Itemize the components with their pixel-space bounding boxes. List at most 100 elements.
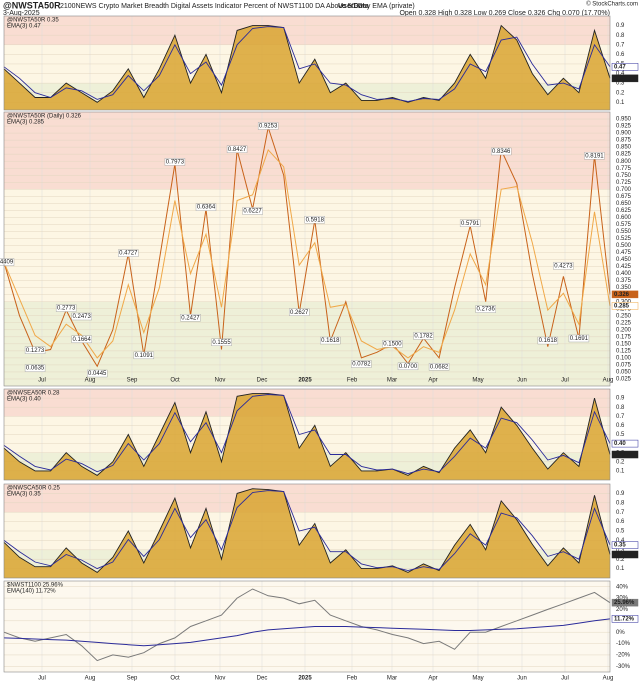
x-tick-label: Jun	[517, 378, 527, 384]
panel-border	[3, 483, 611, 579]
end-label: 0.47	[614, 64, 626, 70]
legend-entry: @NWSTA50R (Daily) 0.326	[7, 114, 82, 120]
annotation: 0.8191	[585, 153, 604, 159]
end-label-bg	[611, 439, 639, 448]
y-tick-label: -10%	[616, 641, 631, 647]
annotation-box	[413, 332, 434, 340]
y-tick-label: 0.475	[616, 250, 632, 256]
x-tick-label: 2025	[298, 676, 312, 682]
y-tick-label: 0.375	[616, 278, 632, 284]
annotation-box	[55, 304, 77, 312]
y-tick-label: 0.425	[616, 264, 632, 270]
zone-high	[4, 484, 610, 513]
legend-entry: EMA(140) 11.72%	[7, 589, 56, 595]
x-tick-label: Sep	[127, 378, 138, 384]
annotation-box	[320, 336, 341, 345]
x-tick-label: Aug	[85, 676, 96, 682]
y-tick-label: 0.7	[616, 414, 625, 420]
annotation-box	[553, 262, 574, 270]
annotation: 0.4727	[119, 251, 138, 257]
y-tick-label: 0.2	[616, 459, 625, 465]
annotation: 0.2427	[181, 315, 200, 321]
legend-entry: EMA(3) 0.35	[7, 492, 41, 498]
y-tick-label: 0.2	[616, 90, 625, 96]
series-line	[3, 26, 611, 102]
x-tick-label: May	[472, 378, 483, 384]
y-tick-label: 0.525	[616, 236, 632, 242]
x-tick-label: Nov	[215, 676, 226, 682]
annotation-box	[118, 249, 139, 257]
legend-entry: @NWSEA50R 0.28	[7, 391, 60, 397]
annotation-box	[24, 364, 46, 372]
y-tick-label: 0.1	[616, 100, 625, 106]
annotation-box	[304, 215, 325, 224]
annotation-box	[475, 305, 496, 313]
y-tick-label: 0.6	[616, 519, 625, 525]
end-label-bg	[611, 598, 639, 607]
annotation: 0.1273	[26, 348, 45, 354]
y-tick-label: 0.575	[616, 222, 632, 228]
end-label-bg	[611, 302, 639, 310]
annotation: 0.0445	[88, 371, 107, 377]
x-tick-label: Aug	[603, 378, 614, 384]
y-tick-label: 0.850	[616, 145, 632, 151]
y-tick-label: 0.700	[616, 187, 632, 193]
end-label: 0.40	[614, 441, 626, 447]
annotation-box	[584, 152, 605, 160]
annotation: 0.1618	[321, 338, 340, 344]
y-tick-label: 0.950	[616, 117, 632, 123]
panel-border	[3, 388, 611, 481]
y-tick-label: 0.050	[616, 370, 632, 376]
y-tick-label: 0.900	[616, 131, 632, 137]
annotation-box	[164, 158, 186, 166]
zone-high	[4, 389, 610, 417]
annotation: 0.1500	[383, 341, 402, 347]
annotation-box	[397, 362, 419, 371]
annotation: 0.5918	[306, 217, 325, 223]
y-tick-label: 0.400	[616, 271, 632, 277]
x-tick-label: Jun	[517, 676, 527, 682]
annotation: 0.1555	[212, 340, 231, 346]
y-tick-label: 0.9	[616, 396, 625, 402]
end-label: 25.96%	[614, 600, 635, 606]
annotation: 0.5791	[461, 221, 480, 227]
y-tick-label: -20%	[616, 653, 631, 659]
end-label-bg	[611, 63, 639, 71]
y-tick-label: 0.025	[616, 377, 632, 383]
series-line	[3, 618, 611, 647]
y-tick-label: 0.8	[616, 33, 625, 39]
description: 2100NEWS Crypto Market Breadth Digital A…	[60, 3, 415, 10]
end-label: 0.35	[614, 76, 626, 82]
y-tick-label: 0.2	[616, 557, 625, 563]
legend-entry: EMA(3) 0.40	[7, 397, 41, 403]
annotation: 0.0635	[26, 366, 45, 372]
legend-entry: EMA(3) 0.47	[7, 24, 41, 30]
end-label: 0.25	[614, 552, 626, 558]
end-label-bg	[611, 74, 639, 83]
annotation: 0.2627	[290, 310, 309, 316]
y-tick-label: 30%	[616, 596, 629, 602]
y-tick-label: 0.450	[616, 257, 632, 263]
end-label: 0.326	[614, 292, 630, 298]
x-tick-label: 2025	[298, 378, 312, 384]
annotation: 0.8427	[228, 147, 247, 153]
annotation-box	[351, 360, 372, 368]
symbol: @NWSTA50R	[3, 0, 61, 10]
legend-entry: @NWSCA50R 0.25	[7, 486, 60, 492]
panel-border	[3, 15, 611, 111]
y-tick-label: 0.6	[616, 52, 625, 58]
x-tick-label: Mar	[387, 676, 397, 682]
userdata: UserData	[338, 3, 369, 10]
series-line	[3, 24, 611, 103]
series-line	[3, 148, 611, 359]
x-tick-label: Apr	[428, 676, 437, 682]
annotation-box	[226, 145, 248, 153]
x-tick-label: Dec	[257, 676, 268, 682]
y-tick-label: 0.150	[616, 341, 632, 347]
y-tick-label: 0.675	[616, 194, 632, 200]
annotation-box	[568, 334, 590, 343]
series-line	[3, 394, 611, 475]
y-tick-label: 0.4	[616, 71, 625, 77]
x-tick-label: Feb	[347, 676, 358, 682]
